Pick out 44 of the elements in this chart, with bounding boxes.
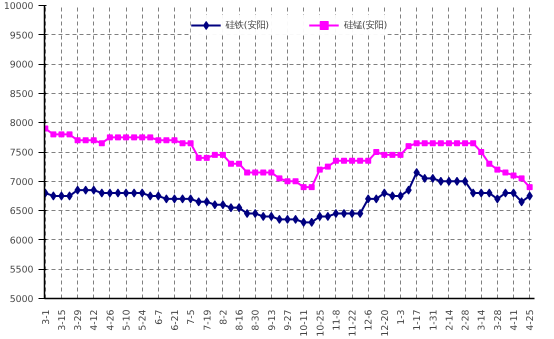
y-tick-label: 8000 [10,118,34,130]
x-tick-label: 3-1 [40,309,52,325]
legend-label: 硅锰(安阳) [344,18,388,32]
x-tick-label: 8-16 [234,309,246,331]
x-tick-label: 2-14 [444,309,456,331]
x-tick-label: 1-3 [396,309,407,325]
x-tick-label: 1-17 [412,309,424,331]
y-tick-label: 5500 [10,264,34,276]
x-tick-label: 7-19 [202,309,214,331]
x-tick-label: 2-28 [460,309,472,331]
x-tick-label: 11-22 [348,309,359,337]
x-tick-label: 4-12 [89,310,100,331]
x-tick-label: 5-10 [122,309,133,331]
x-tick-label: 4-11 [509,309,520,331]
x-tick-label: 10-11 [299,309,310,337]
y-tick-label: 9500 [10,30,34,42]
x-tick-label: 5-24 [138,309,149,331]
x-tick-label: 6-21 [170,309,181,331]
x-tick-label: 3-15 [56,309,68,331]
x-tick-label: 10-25 [315,309,326,337]
x-tick-label: 11-8 [331,309,342,331]
x-tick-label: 9-27 [282,309,294,331]
x-tick-label: 6-7 [154,309,165,325]
x-tick-label: 12-20 [380,309,391,337]
y-tick-label: 9000 [10,60,34,71]
x-tick-label: 1-31 [428,309,440,331]
x-tick-label: 9-13 [266,309,278,331]
x-tick-label: 4-26 [105,309,116,331]
y-tick-label: 8500 [10,88,34,100]
y-tick-label: 6000 [10,235,34,246]
x-tick-label: 7-5 [186,309,198,325]
x-tick-label: 8-2 [218,309,230,325]
x-tick-label: 12-6 [364,309,375,331]
x-tick-label: 3-28 [492,309,504,331]
legend-label: 硅铁(安阳) [226,18,269,32]
y-tick-label: 5000 [10,294,34,305]
y-tick-label: 7000 [10,176,34,188]
x-tick-label: 8-30 [250,309,262,331]
y-tick-label: 10000 [4,1,34,12]
y-tick-label: 6500 [10,206,34,218]
x-tick-label: 3-29 [73,309,84,331]
x-tick-label: 4-25 [525,309,536,331]
y-tick-label: 7500 [10,148,34,158]
x-tick-label: 3-14 [476,309,488,331]
